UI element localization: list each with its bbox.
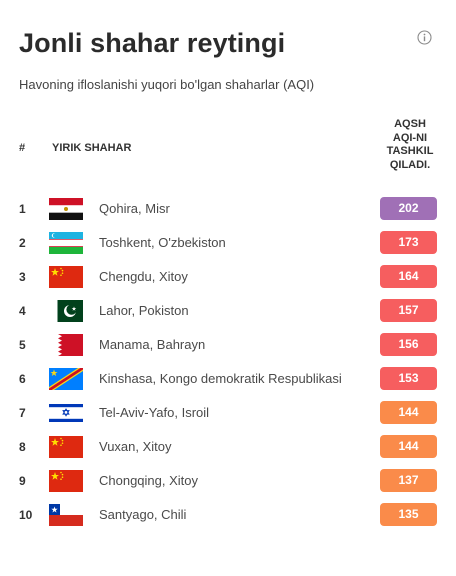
column-header-rank: # xyxy=(19,142,26,154)
column-header-aqi-line: AQSH xyxy=(394,118,426,130)
city-name-link[interactable]: Santyago, Chili xyxy=(99,507,187,522)
rank-number: 5 xyxy=(19,338,26,352)
aqi-badge: 157 xyxy=(380,299,437,322)
city-name-link[interactable]: Kinshasa, Kongo demokratik Respublikasi xyxy=(99,371,342,386)
ranking-row[interactable]: 1 Qohira, Misr 202 xyxy=(0,192,456,226)
rank-number: 1 xyxy=(19,202,26,216)
page-title: Jonli shahar reytingi xyxy=(19,28,286,58)
info-icon[interactable] xyxy=(417,30,432,45)
rank-number: 4 xyxy=(19,304,26,318)
rank-number: 2 xyxy=(19,236,26,250)
aqi-badge: 153 xyxy=(380,367,437,390)
aqi-badge: 137 xyxy=(380,469,437,492)
rank-number: 6 xyxy=(19,372,26,386)
aqi-badge: 144 xyxy=(380,435,437,458)
city-name-link[interactable]: Manama, Bahrayn xyxy=(99,337,206,352)
aqi-badge: 135 xyxy=(380,503,437,526)
aqi-badge: 156 xyxy=(380,333,437,356)
column-header-aqi-line: QILADI. xyxy=(389,158,431,171)
ranking-row[interactable]: 2 Toshkent, O'zbekiston 173 xyxy=(0,226,456,260)
city-name-link[interactable]: Chongqing, Xitoy xyxy=(99,473,199,488)
ranking-row[interactable]: 10 Santyago, Chili 135 xyxy=(0,498,456,532)
aqi-badge: 173 xyxy=(380,231,437,254)
city-name-link[interactable]: Toshkent, O'zbekiston xyxy=(99,235,226,250)
bahrain-flag-icon xyxy=(49,334,83,356)
column-header-aqi: AQSH AQI-NI TASHKIL QILADI. xyxy=(380,118,440,172)
ranking-row[interactable]: 5 Manama, Bahrayn 156 xyxy=(0,328,456,362)
israel-flag-icon xyxy=(49,402,83,424)
dr-congo-flag-icon xyxy=(49,368,83,390)
ranking-row[interactable]: 7 Tel-Aviv-Yafo, Isroil 144 xyxy=(0,396,456,430)
city-name-link[interactable]: Chengdu, Xitoy xyxy=(99,269,188,284)
rank-number: 7 xyxy=(19,406,26,420)
ranking-row[interactable]: 4 Lahor, Pokiston 157 xyxy=(0,294,456,328)
column-header-city: YIRIK SHAHAR xyxy=(52,142,132,154)
ranking-row[interactable]: 9 Chongqing, Xitoy 137 xyxy=(0,464,456,498)
ranking-row[interactable]: 8 Vuxan, Xitoy 144 xyxy=(0,430,456,464)
rank-number: 8 xyxy=(19,440,26,454)
column-header-aqi-line: TASHKIL xyxy=(386,145,434,157)
aqi-badge: 144 xyxy=(380,401,437,424)
egypt-flag-icon xyxy=(49,198,83,220)
city-name-link[interactable]: Lahor, Pokiston xyxy=(99,303,189,318)
uzbekistan-flag-icon xyxy=(49,232,83,254)
rank-number: 10 xyxy=(19,508,33,522)
chile-flag-icon xyxy=(49,504,83,526)
pakistan-flag-icon xyxy=(49,300,83,322)
ranking-row[interactable]: 3 Chengdu, Xitoy 164 xyxy=(0,260,456,294)
china-flag-icon xyxy=(49,266,83,288)
rank-number: 9 xyxy=(19,474,26,488)
ranking-row[interactable]: 6 Kinshasa, Kongo demokratik Respublikas… xyxy=(0,362,456,396)
china-flag-icon xyxy=(49,436,83,458)
page-subtitle: Havoning ifloslanishi yuqori bo'lgan sha… xyxy=(19,77,315,92)
city-name-link[interactable]: Tel-Aviv-Yafo, Isroil xyxy=(99,405,210,420)
city-name-link[interactable]: Vuxan, Xitoy xyxy=(99,439,172,454)
rank-number: 3 xyxy=(19,270,26,284)
city-name-link[interactable]: Qohira, Misr xyxy=(99,201,170,216)
aqi-badge: 202 xyxy=(380,197,437,220)
aqi-badge: 164 xyxy=(380,265,437,288)
china-flag-icon xyxy=(49,470,83,492)
column-header-aqi-line: AQI-NI xyxy=(392,131,428,144)
